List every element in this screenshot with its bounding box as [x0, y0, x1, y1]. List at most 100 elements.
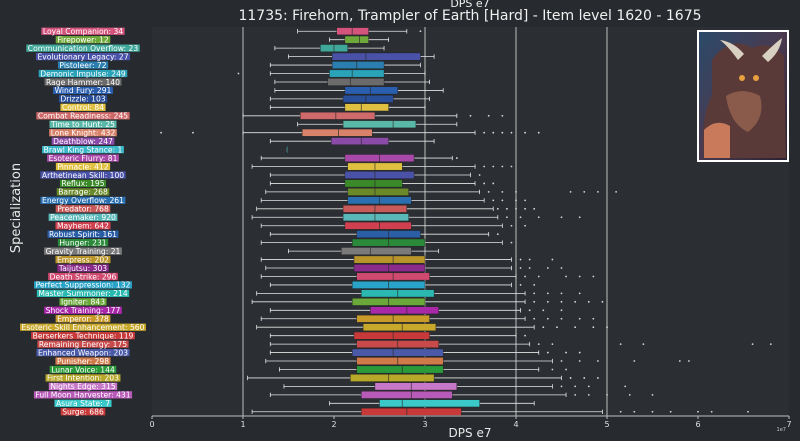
category-label-background: [44, 247, 122, 255]
flier-point: [537, 216, 540, 219]
box: [356, 357, 444, 365]
box: [344, 103, 389, 112]
x-tick-label: 1: [240, 420, 245, 429]
category-label-text: Hunger: 231: [59, 238, 106, 247]
category-label: Deathblow: 247: [51, 137, 115, 146]
box-group: [269, 230, 499, 239]
category-label-background: [55, 222, 111, 230]
category-label-text: Time to Hunt: 25: [50, 120, 115, 129]
category-label: Igniter: 843: [59, 298, 107, 307]
flier-point: [560, 317, 563, 320]
flier-point: [565, 275, 567, 278]
category-label-background: [55, 36, 111, 44]
box-group: [269, 103, 426, 112]
flier-point: [619, 410, 622, 413]
category-label: Gravity Training: 21: [44, 247, 122, 256]
flier-point: [519, 267, 522, 269]
flier-point: [606, 326, 608, 329]
flier-point: [506, 207, 508, 210]
flier-point: [546, 292, 549, 295]
flier-point: [533, 207, 536, 210]
flier-point: [510, 224, 513, 227]
box-group: [247, 374, 599, 382]
chart-title: 11735: Firehorn, Trampler of Earth [Hard…: [238, 8, 701, 24]
box: [331, 137, 389, 145]
category-label: Peacemaker: 920: [48, 213, 118, 222]
category-label-background: [31, 332, 135, 340]
flier-point: [569, 191, 572, 193]
category-label-text: Lunar Voice: 144: [51, 365, 115, 374]
box: [353, 255, 426, 264]
flier-point: [642, 343, 645, 346]
flier-point: [546, 267, 549, 269]
flier-point: [519, 258, 522, 261]
box: [350, 374, 435, 382]
box-group: [274, 78, 430, 86]
flier-point: [537, 275, 540, 278]
category-label: Barrage: 268: [56, 188, 110, 197]
flier-point: [515, 191, 517, 193]
category-label-text: Esoteric Skill Enhancement: 560: [22, 323, 145, 332]
flier-point: [592, 275, 595, 278]
category-label: Brawl King Stance: 1: [42, 145, 124, 154]
category-label-text: Full Moon Harvester: 431: [35, 391, 130, 400]
box-group: [260, 196, 526, 205]
category-label-background: [55, 255, 111, 264]
x-tick-label: 3: [422, 420, 427, 429]
box: [370, 306, 439, 315]
chart-suptitle: DPS e7: [450, 0, 489, 10]
box-group: [269, 95, 430, 103]
flier-point: [419, 30, 422, 33]
category-label-background: [35, 52, 131, 61]
flier-point: [506, 216, 508, 219]
flier-point: [533, 300, 536, 303]
category-label-background: [48, 213, 118, 221]
box: [331, 61, 385, 69]
category-label: Empress: 202: [55, 255, 111, 264]
category-label-text: Drizzle: 103: [60, 95, 105, 104]
y-axis-label: Specialization: [9, 163, 24, 253]
category-label-background: [40, 196, 126, 204]
category-label: Remaining Energy: 175: [37, 340, 129, 349]
box-group: [269, 348, 581, 357]
flier-point: [628, 393, 631, 396]
category-label-text: Reflux: 195: [61, 179, 104, 188]
box-group: [274, 86, 444, 95]
flier-point: [496, 233, 499, 236]
category-label-text: Igniter: 843: [61, 298, 105, 307]
flier-point: [237, 72, 240, 75]
box-group: [329, 35, 390, 44]
flier-point: [578, 292, 581, 295]
category-label-background: [48, 272, 118, 281]
flier-point: [528, 258, 531, 261]
flier-point: [551, 258, 554, 261]
box-group: [160, 128, 540, 137]
category-label: Berserkers Technique: 119: [31, 331, 135, 340]
flier-point: [487, 114, 490, 117]
flier-point: [528, 309, 531, 312]
box: [361, 407, 462, 416]
flier-point: [556, 326, 558, 329]
flier-point: [583, 377, 586, 379]
category-label-background: [42, 145, 124, 154]
flier-point: [574, 300, 577, 303]
box-group: [242, 111, 504, 120]
category-label-background: [59, 298, 107, 306]
flier-point: [546, 317, 549, 320]
box-group: [265, 188, 617, 196]
category-label-background: [60, 408, 106, 416]
category-label: Esoteric Skill Enhancement: 560: [20, 323, 146, 332]
box: [327, 78, 385, 86]
category-label-background: [44, 78, 122, 86]
flier-point: [492, 199, 495, 202]
category-label: Mayhem: 642: [55, 222, 111, 231]
category-label-text: Combat Readiness: 245: [38, 112, 128, 121]
box: [341, 247, 412, 255]
category-label-background: [54, 399, 112, 407]
category-label-text: Peacemaker: 920: [50, 213, 116, 222]
box: [344, 171, 415, 179]
flier-point: [542, 309, 545, 312]
category-label: Robust Spirit: 161: [47, 230, 119, 239]
category-label: Pistoleer: 72: [57, 61, 109, 70]
